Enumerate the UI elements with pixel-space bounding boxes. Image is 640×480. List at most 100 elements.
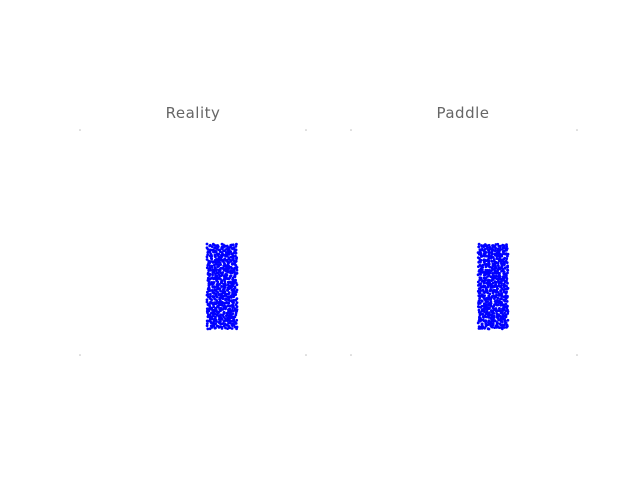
reality-particle (229, 274, 233, 278)
reality-particle (232, 289, 236, 293)
reality-particle (235, 318, 239, 322)
reality-particle (219, 289, 223, 293)
reality-particle (222, 268, 226, 272)
reality-particle (205, 255, 209, 259)
reality-particle (229, 304, 233, 308)
reality-particle (218, 317, 222, 321)
reality-particle (208, 277, 212, 281)
paddle-particle (478, 292, 482, 295)
reality-particle (212, 277, 215, 281)
reality-particle (211, 271, 215, 275)
paddle-particle (483, 279, 487, 283)
reality-particle (215, 295, 219, 299)
reality-particle (222, 294, 226, 298)
paddle-particle (491, 291, 495, 295)
frame-reality-b-corner-3 (305, 354, 307, 356)
paddle-particle (476, 321, 480, 325)
paddle-particle (505, 284, 508, 288)
reality-particle (218, 268, 222, 272)
paddle-particle (485, 310, 489, 314)
paddle-particle (486, 275, 489, 278)
paddle-particle (487, 307, 491, 311)
reality-particle (210, 245, 214, 249)
reality-particle (229, 321, 232, 325)
paddle-particle (487, 327, 491, 331)
paddle-particle (503, 267, 507, 270)
paddle-particle (477, 265, 480, 268)
paddle-particle (481, 271, 485, 274)
paddle-particle (478, 313, 482, 317)
reality-particle (234, 273, 237, 276)
reality-particle (213, 285, 217, 289)
reality-particle (235, 305, 239, 309)
paddle-particle (505, 248, 508, 252)
paddle-particle (492, 311, 496, 315)
reality-particle (217, 264, 221, 268)
particle-cloud-reality (205, 242, 239, 331)
panel-frame-reality (79, 129, 307, 356)
reality-particle (228, 299, 232, 302)
frame-reality-corner-3 (305, 129, 307, 131)
paddle-particle (486, 291, 489, 295)
reality-particle (223, 264, 227, 268)
reality-particle (233, 270, 237, 274)
reality-particle (210, 298, 214, 302)
paddle-particle (504, 315, 508, 319)
paddle-particle (496, 261, 500, 265)
paddle-particle (488, 265, 492, 269)
paddle-particle (493, 297, 496, 300)
reality-particle (221, 297, 225, 300)
paddle-particle (505, 257, 509, 261)
reality-particle (226, 327, 230, 330)
paddle-particle (487, 257, 491, 260)
paddle-particle (496, 296, 500, 300)
paddle-particle (480, 254, 484, 258)
reality-particle (229, 316, 233, 320)
paddle-particle (478, 301, 482, 305)
reality-particle (209, 292, 212, 296)
reality-particle (223, 301, 227, 305)
paddle-particle (483, 254, 486, 258)
reality-particle (210, 315, 214, 319)
paddle-particle (488, 313, 492, 317)
paddle-particle (503, 311, 506, 315)
reality-particle (232, 305, 235, 309)
reality-particle (220, 285, 224, 288)
reality-particle (223, 319, 226, 323)
reality-particle (234, 251, 238, 255)
reality-particle (209, 268, 213, 272)
reality-particle (215, 300, 219, 303)
paddle-particle (493, 285, 497, 288)
reality-particle (217, 258, 221, 262)
paddle-particle (491, 286, 494, 289)
reality-particle (218, 287, 222, 291)
paddle-particle (487, 316, 490, 319)
paddle-particle (504, 297, 508, 301)
paddle-particle (505, 277, 509, 281)
paddle-particle (503, 299, 507, 303)
reality-particle (221, 273, 224, 277)
reality-particle (221, 308, 225, 311)
paddle-particle (498, 309, 501, 313)
panel-title-reality: Reality (165, 104, 221, 122)
reality-particle (206, 248, 210, 251)
paddle-particle (493, 299, 497, 303)
reality-particle (220, 303, 224, 307)
frame-paddle-corner-3 (576, 129, 578, 131)
paddle-particle (489, 304, 493, 307)
reality-particle (223, 280, 227, 283)
paddle-particle (479, 260, 482, 264)
reality-particle (213, 246, 217, 250)
reality-particle (214, 322, 218, 326)
paddle-particle (482, 304, 486, 308)
reality-particle (221, 322, 225, 325)
reality-particle (210, 266, 214, 269)
paddle-particle (480, 326, 484, 330)
reality-particle (214, 302, 218, 305)
paddle-particle (505, 300, 509, 303)
reality-particle (225, 254, 229, 258)
reality-particle (220, 327, 224, 330)
reality-particle (227, 277, 231, 281)
paddle-particle (492, 319, 496, 323)
paddle-particle (504, 291, 508, 295)
